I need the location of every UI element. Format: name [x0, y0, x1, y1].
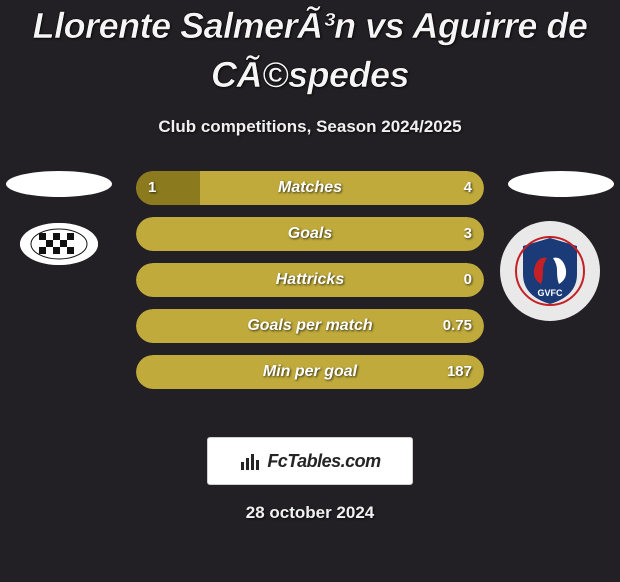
title-line-2: CÃ©spedes — [211, 54, 409, 95]
player2-pill — [508, 171, 614, 197]
stat-bar-row: Goals per match0.75 — [136, 309, 484, 343]
player1-club-logo — [20, 223, 98, 265]
stat-bar-row: Goals3 — [136, 217, 484, 251]
player1-pill — [6, 171, 112, 197]
comparison-arena: GVFC Matches14 Goals3 Hattricks0 Goals per … — [0, 171, 620, 427]
stat-bar-row: Hattricks0 — [136, 263, 484, 297]
footer-date: 28 october 2024 — [0, 503, 620, 523]
page-title: Llorente SalmerÃ³n vs Aguirre de CÃ©sped… — [0, 2, 620, 99]
player2-club-logo: GVFC — [500, 221, 600, 321]
footer-site-badge: FcTables.com — [207, 437, 413, 485]
comparison-bars: Matches14 Goals3 Hattricks0 Goals per match… — [136, 171, 484, 401]
svg-text:GVFC: GVFC — [537, 288, 563, 298]
footer-site-text: FcTables.com — [267, 451, 380, 472]
title-line-1: Llorente SalmerÃ³n vs Aguirre de — [33, 5, 588, 46]
gil-vicente-logo-icon: GVFC — [513, 234, 587, 308]
stat-bar-row: Matches14 — [136, 171, 484, 205]
bar-chart-icon — [239, 450, 261, 472]
stat-bar-row: Min per goal187 — [136, 355, 484, 389]
boavista-logo-icon — [29, 227, 89, 261]
subtitle: Club competitions, Season 2024/2025 — [0, 117, 620, 137]
